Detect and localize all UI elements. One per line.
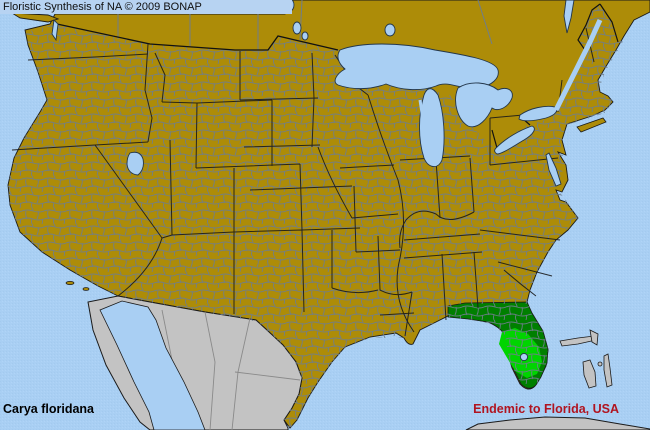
lakes: [51, 0, 603, 362]
us-canada-border: [56, 23, 339, 51]
cuba-landmass: [465, 416, 650, 430]
gulf-of-california: [99, 300, 206, 430]
vancouver-island: [11, 12, 60, 23]
lake-of-the-woods: [292, 21, 302, 35]
endemic-note-label: Endemic to Florida, USA: [473, 402, 619, 416]
lake-nipigon: [384, 23, 396, 37]
green-bay: [418, 99, 427, 133]
chesapeake-bay: [545, 152, 562, 187]
bahamas-islands: [559, 329, 613, 389]
lake-erie: [494, 125, 535, 155]
lake-michigan: [419, 88, 445, 167]
lake-ontario: [518, 105, 558, 122]
great-salt-lake: [126, 151, 144, 176]
puget-sound: [51, 19, 59, 42]
canada-province-lines: [117, 0, 493, 51]
lake-champlain: [563, 0, 575, 34]
mexico-landmass: [87, 295, 303, 430]
st-lawrence-river: [553, 18, 603, 112]
lake-okeechobee: [519, 352, 529, 362]
lake-huron: [455, 82, 513, 128]
long-island: [576, 117, 607, 133]
title-bar: Floristic Synthesis of NA © 2009 BONAP: [0, 0, 292, 14]
map-title: Floristic Synthesis of NA © 2009 BONAP: [3, 1, 202, 13]
channel-islands: [65, 281, 90, 291]
state-boundaries: [11, 27, 595, 337]
species-name-label: Carya floridana: [3, 402, 95, 416]
lake-superior: [334, 43, 499, 91]
